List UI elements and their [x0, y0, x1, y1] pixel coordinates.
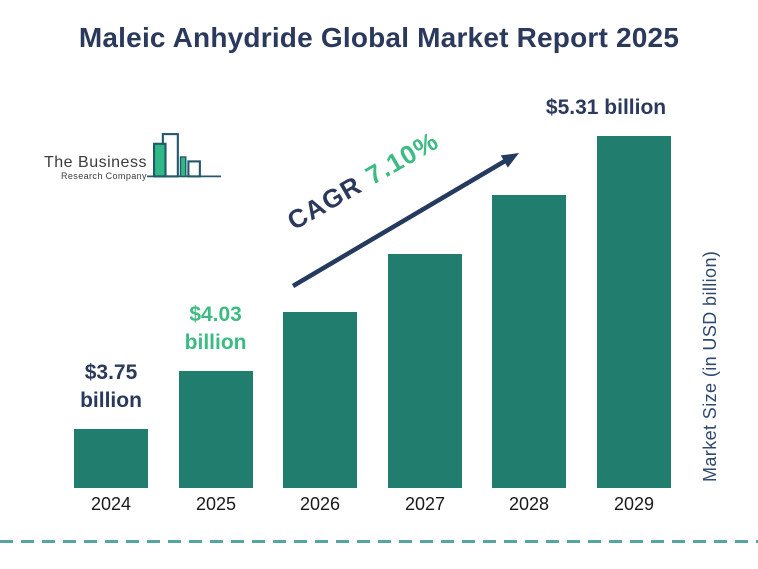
x-tick-2024: 2024 — [90, 494, 132, 514]
value-label-line: $5.31 billion — [545, 96, 667, 119]
logo-name: The Business — [44, 154, 147, 171]
value-label-line: $3.75 — [84, 361, 138, 384]
x-tick-2027: 2027 — [404, 494, 446, 514]
cagr-value: 7.10% — [360, 125, 444, 191]
chart-title: Maleic Anhydride Global Market Report 20… — [78, 22, 680, 53]
cagr-annotation: CAGR7.10% — [282, 125, 444, 236]
value-label-line: billion — [80, 389, 142, 412]
x-tick-2029: 2029 — [613, 494, 655, 514]
bar-2029 — [597, 136, 671, 488]
bar-2024 — [74, 429, 148, 488]
x-tick-2028: 2028 — [508, 494, 550, 514]
value-label-line: billion — [184, 331, 247, 354]
cagr-prefix: CAGR — [282, 169, 367, 236]
bar-2028 — [492, 195, 566, 488]
logo-bars-icon — [146, 133, 221, 178]
bottom-dashed-line — [0, 540, 758, 543]
logo-text: The Business Research Company — [44, 154, 147, 181]
x-tick-2026: 2026 — [299, 494, 341, 514]
value-label-2029: $5.31 billion — [531, 94, 681, 122]
bar-2025 — [179, 371, 253, 488]
bar-2027 — [388, 254, 462, 488]
bar-2026 — [283, 312, 357, 488]
logo: The Business Research Company — [44, 132, 221, 182]
value-label-2024: $3.75 billion — [36, 359, 186, 415]
logo-subname: Research Company — [61, 171, 147, 181]
x-tick-2025: 2025 — [195, 494, 237, 514]
value-label-2025: $4.03 billion — [141, 301, 291, 357]
y-axis-label: Market Size (in USD billion) — [700, 250, 720, 482]
value-label-line: $4.03 — [189, 303, 242, 326]
